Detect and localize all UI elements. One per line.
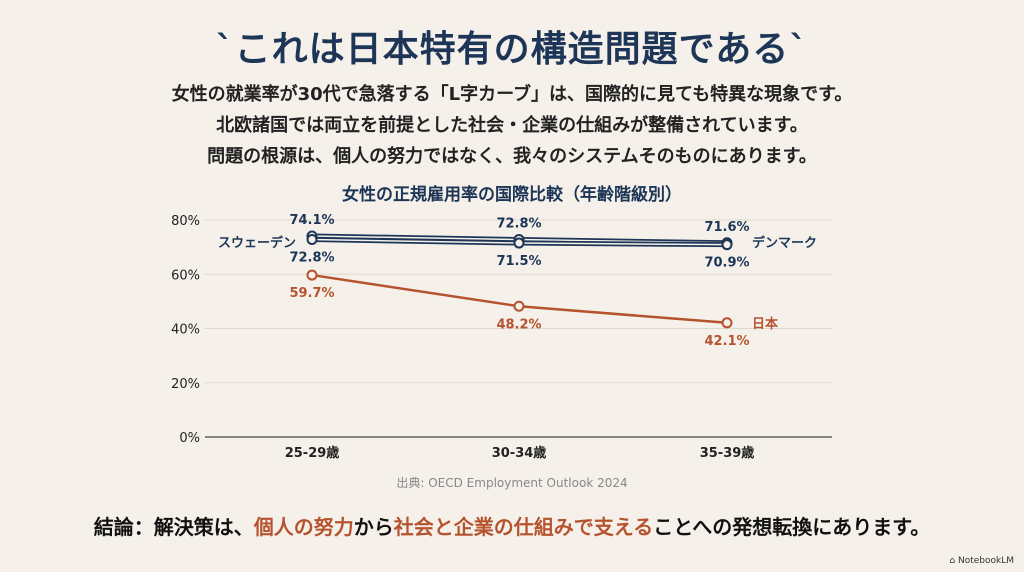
subtitle-line-2: 北欧諸国では両立を前提とした社会・企業の仕組みが整備されています。 (216, 115, 808, 136)
y-tick-label: 40% (171, 323, 200, 338)
conclusion-highlight: 個人の努力 (253, 515, 354, 539)
subtitle-line-1: 女性の就業率が30代で急落する「L字カーブ」は、国際的に見ても特異な現象です。 (171, 84, 853, 105)
series-name-label: スウェーデン (218, 235, 296, 251)
conclusion-part: ことへの発想転換にあります。 (653, 515, 931, 539)
data-point (306, 269, 318, 281)
chart-title: 女性の正規雇用率の国際比較（年齢階級別） (342, 185, 682, 205)
y-tick-label: 0% (179, 431, 200, 446)
data-point (721, 317, 733, 329)
y-tick-label: 20% (171, 377, 200, 392)
conclusion-highlight: 社会と企業の仕組みで支える (393, 515, 654, 539)
data-point (306, 234, 318, 246)
series-name-label: デンマーク (752, 235, 817, 251)
source-note: 出典: OECD Employment Outlook 2024 (396, 476, 628, 490)
series-name-label: 日本 (752, 316, 778, 332)
data-point (513, 237, 525, 249)
data-label: 74.1% (289, 213, 334, 228)
data-label: 71.5% (496, 254, 541, 269)
x-tick-label: 30-34歳 (492, 445, 547, 461)
data-label: 42.1% (704, 334, 749, 349)
data-label: 48.2% (496, 317, 541, 332)
conclusion-part: から (353, 515, 394, 539)
brand-logo: ⌂ NotebookLM (949, 556, 1014, 566)
slide-title: `これは日本特有の構造問題である` (215, 29, 809, 70)
data-label: 71.6% (704, 220, 749, 235)
brand-text: NotebookLM (957, 556, 1014, 566)
y-tick-label: 80% (171, 214, 200, 229)
series-line (311, 273, 728, 325)
y-tick-label: 60% (171, 268, 200, 283)
data-point (513, 300, 525, 312)
data-label: 72.8% (496, 217, 541, 232)
subtitle-line-3: 問題の根源は、個人の努力ではなく、我々のシステムそのものにあります。 (207, 146, 817, 167)
conclusion: 結論：解決策は、個人の努力から社会と企業の仕組みで支えることへの発想転換にありま… (0, 511, 1024, 540)
x-tick-label: 35-39歳 (700, 445, 755, 461)
data-label: 72.8% (289, 251, 334, 266)
x-tick-label: 25-29歳 (285, 445, 340, 461)
conclusion-part: 結論：解決策は、 (93, 515, 254, 539)
data-label: 70.9% (704, 256, 749, 271)
data-label: 59.7% (289, 286, 334, 301)
data-point (721, 239, 733, 251)
